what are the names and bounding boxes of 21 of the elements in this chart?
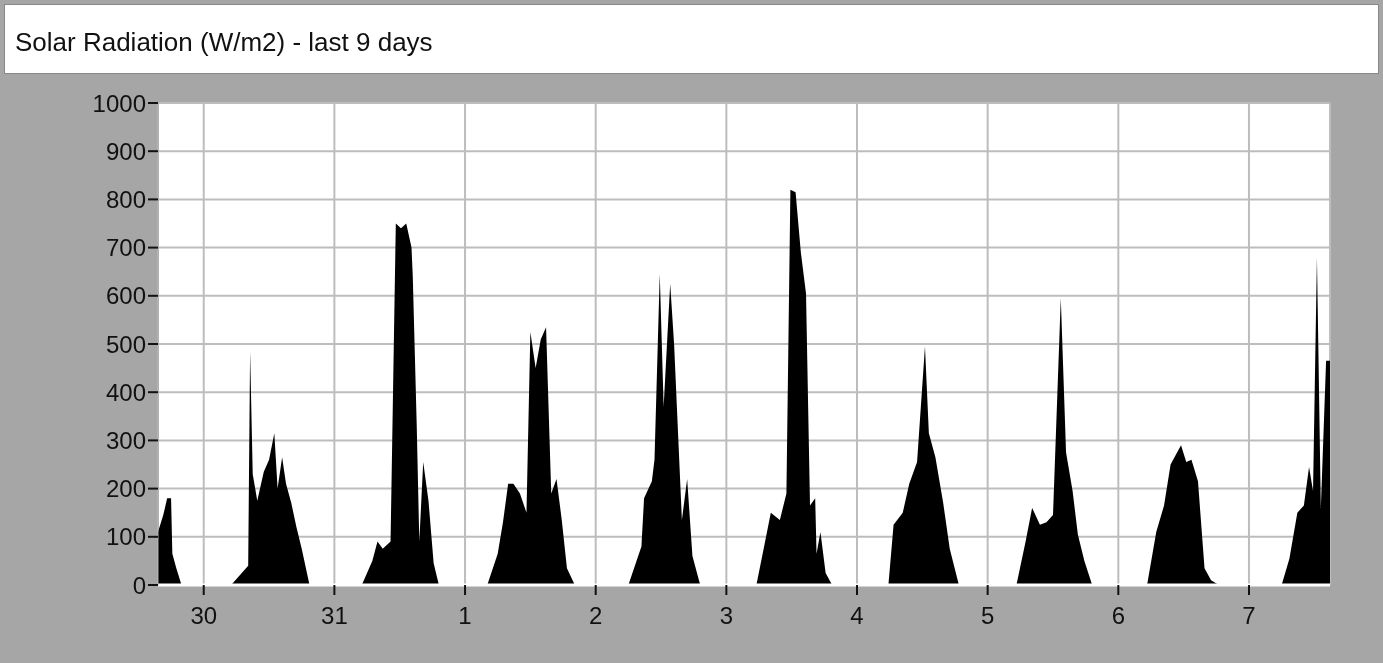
y-tick-label: 300 (105, 426, 146, 454)
x-tick-label: 30 (190, 602, 218, 630)
y-tick-label: 900 (105, 137, 146, 165)
y-tick-label: 700 (105, 234, 146, 262)
chart-title: Solar Radiation (W/m2) - last 9 days (15, 27, 433, 58)
x-tick-label: 1 (458, 602, 472, 630)
y-tick-label: 200 (105, 475, 146, 503)
x-tick-label: 3 (719, 602, 734, 630)
y-tick-label: 0 (132, 571, 146, 599)
y-tick-label: 500 (105, 330, 146, 358)
y-tick-label: 100 (105, 523, 146, 551)
x-tick-label: 31 (321, 602, 348, 630)
x-tick-label: 5 (980, 602, 995, 630)
x-tick-label: 4 (850, 602, 864, 630)
x-tick-label: 2 (589, 602, 603, 630)
y-tick-label: 1000 (92, 89, 146, 117)
x-tick-label: 7 (1242, 602, 1256, 630)
y-tick-label: 600 (105, 282, 146, 310)
y-tick-label: 800 (105, 185, 146, 213)
y-tick-label: 400 (105, 378, 146, 406)
x-tick-label: 6 (1111, 602, 1125, 630)
